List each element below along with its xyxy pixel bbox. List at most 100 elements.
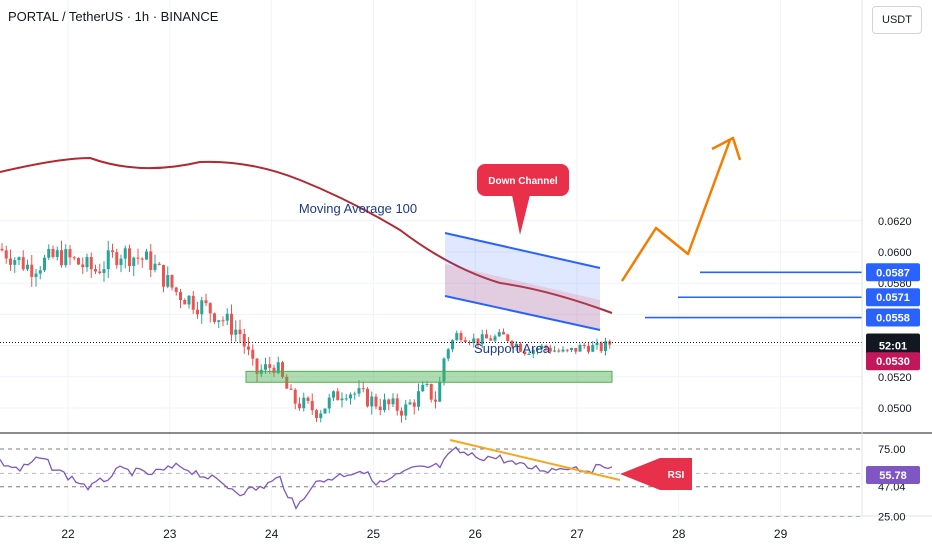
price-tick-label: 0.0620 (878, 216, 912, 228)
time-tick-label: 27 (570, 527, 584, 541)
currency-selector[interactable]: USDT (872, 6, 922, 34)
support-area-label: Support Area (474, 341, 551, 356)
drawing-overlays: Moving Average 100 Support Area Down Chann… (0, 136, 862, 383)
candle-body (242, 334, 246, 347)
candle-body (217, 320, 221, 322)
candle-body (476, 338, 480, 345)
candle-body (315, 410, 318, 419)
candle-body (106, 250, 110, 270)
candle-body (13, 260, 17, 265)
candle-body (595, 342, 599, 345)
down-channel-lower-fill (445, 264, 600, 330)
candle-body (514, 343, 518, 347)
time-tick-label: 24 (265, 527, 279, 541)
candle-body (94, 269, 97, 272)
candle-body (68, 249, 72, 258)
candle-body (548, 347, 552, 352)
candle-body (17, 257, 21, 261)
candle-body (183, 300, 187, 305)
candle-body (153, 263, 157, 270)
channel-upper-line (444, 232, 601, 269)
candle-body (587, 345, 590, 352)
candle-body (136, 257, 140, 259)
candle-body (332, 391, 335, 398)
candle-body (395, 398, 399, 411)
price-badge (866, 352, 920, 371)
candle-body (497, 332, 501, 337)
candle-body (234, 329, 238, 335)
candle-body (523, 351, 527, 355)
candle-body (170, 275, 174, 288)
candle-body (272, 367, 276, 373)
candle-body (230, 313, 233, 335)
candle-body (179, 291, 182, 301)
candle-body (191, 295, 195, 310)
candle-body (174, 287, 178, 292)
axes: 0.06200.06000.05800.05600.05400.05200.05… (0, 0, 932, 541)
candle-body (72, 257, 76, 259)
candle-body (421, 384, 425, 392)
candle-body (561, 349, 565, 352)
projection-arrowhead (711, 136, 742, 161)
moving-average-label: Moving Average 100 (299, 201, 417, 216)
candle-body (574, 347, 578, 352)
candle-body (425, 384, 429, 386)
candle-body (378, 406, 382, 411)
rsi-tick-label: 75.00 (878, 444, 906, 456)
rsi-label: RSI (668, 470, 685, 481)
candle-body (565, 349, 569, 351)
candle-body (353, 393, 357, 395)
candle-body (442, 358, 446, 382)
candle-body (293, 389, 297, 404)
candle-body (344, 398, 348, 400)
candle-body (247, 346, 250, 350)
candle-body (9, 258, 12, 265)
candle-body (485, 334, 488, 339)
time-tick-label: 23 (163, 527, 177, 541)
candle-body (404, 404, 408, 416)
rsi-line (0, 446, 613, 510)
candle-body (145, 251, 148, 260)
time-tick-label: 29 (774, 527, 788, 541)
candle-body (310, 400, 314, 411)
price-badge-label: 0.0587 (876, 267, 910, 279)
candle-body (4, 250, 8, 259)
candle-body (26, 264, 29, 270)
candle-body (391, 398, 395, 405)
candle-body (417, 391, 420, 407)
candle-body (204, 300, 208, 304)
candle-body (81, 264, 85, 268)
candle-body (468, 341, 471, 343)
moving-average-100-line (0, 156, 613, 314)
candle-body (446, 349, 450, 359)
candle-body (591, 344, 595, 352)
time-tick-label: 22 (61, 527, 75, 541)
candle-body (221, 320, 225, 322)
candle-body (38, 270, 42, 274)
candle-body (43, 257, 46, 271)
candle-body (119, 258, 123, 266)
candle-body (281, 362, 284, 377)
candle-body (510, 341, 514, 347)
candle-body (128, 248, 131, 266)
candle-body (285, 376, 289, 389)
rsi-callout (620, 458, 692, 490)
time-tick-label: 28 (672, 527, 686, 541)
candle-body (489, 338, 493, 341)
candle-body (196, 309, 199, 315)
candle-body (527, 353, 531, 355)
price-badge (866, 288, 920, 307)
candle-body (208, 303, 212, 314)
price-badge-label: 0.0558 (876, 313, 910, 325)
candle-body (34, 273, 38, 277)
candle-body (557, 350, 561, 352)
candle-body (123, 248, 127, 259)
candle-body (429, 384, 433, 400)
candle-body (506, 334, 510, 342)
candle-body (361, 388, 365, 390)
candle-body (327, 397, 331, 409)
candle-body (570, 347, 573, 350)
candle-body (540, 345, 544, 349)
